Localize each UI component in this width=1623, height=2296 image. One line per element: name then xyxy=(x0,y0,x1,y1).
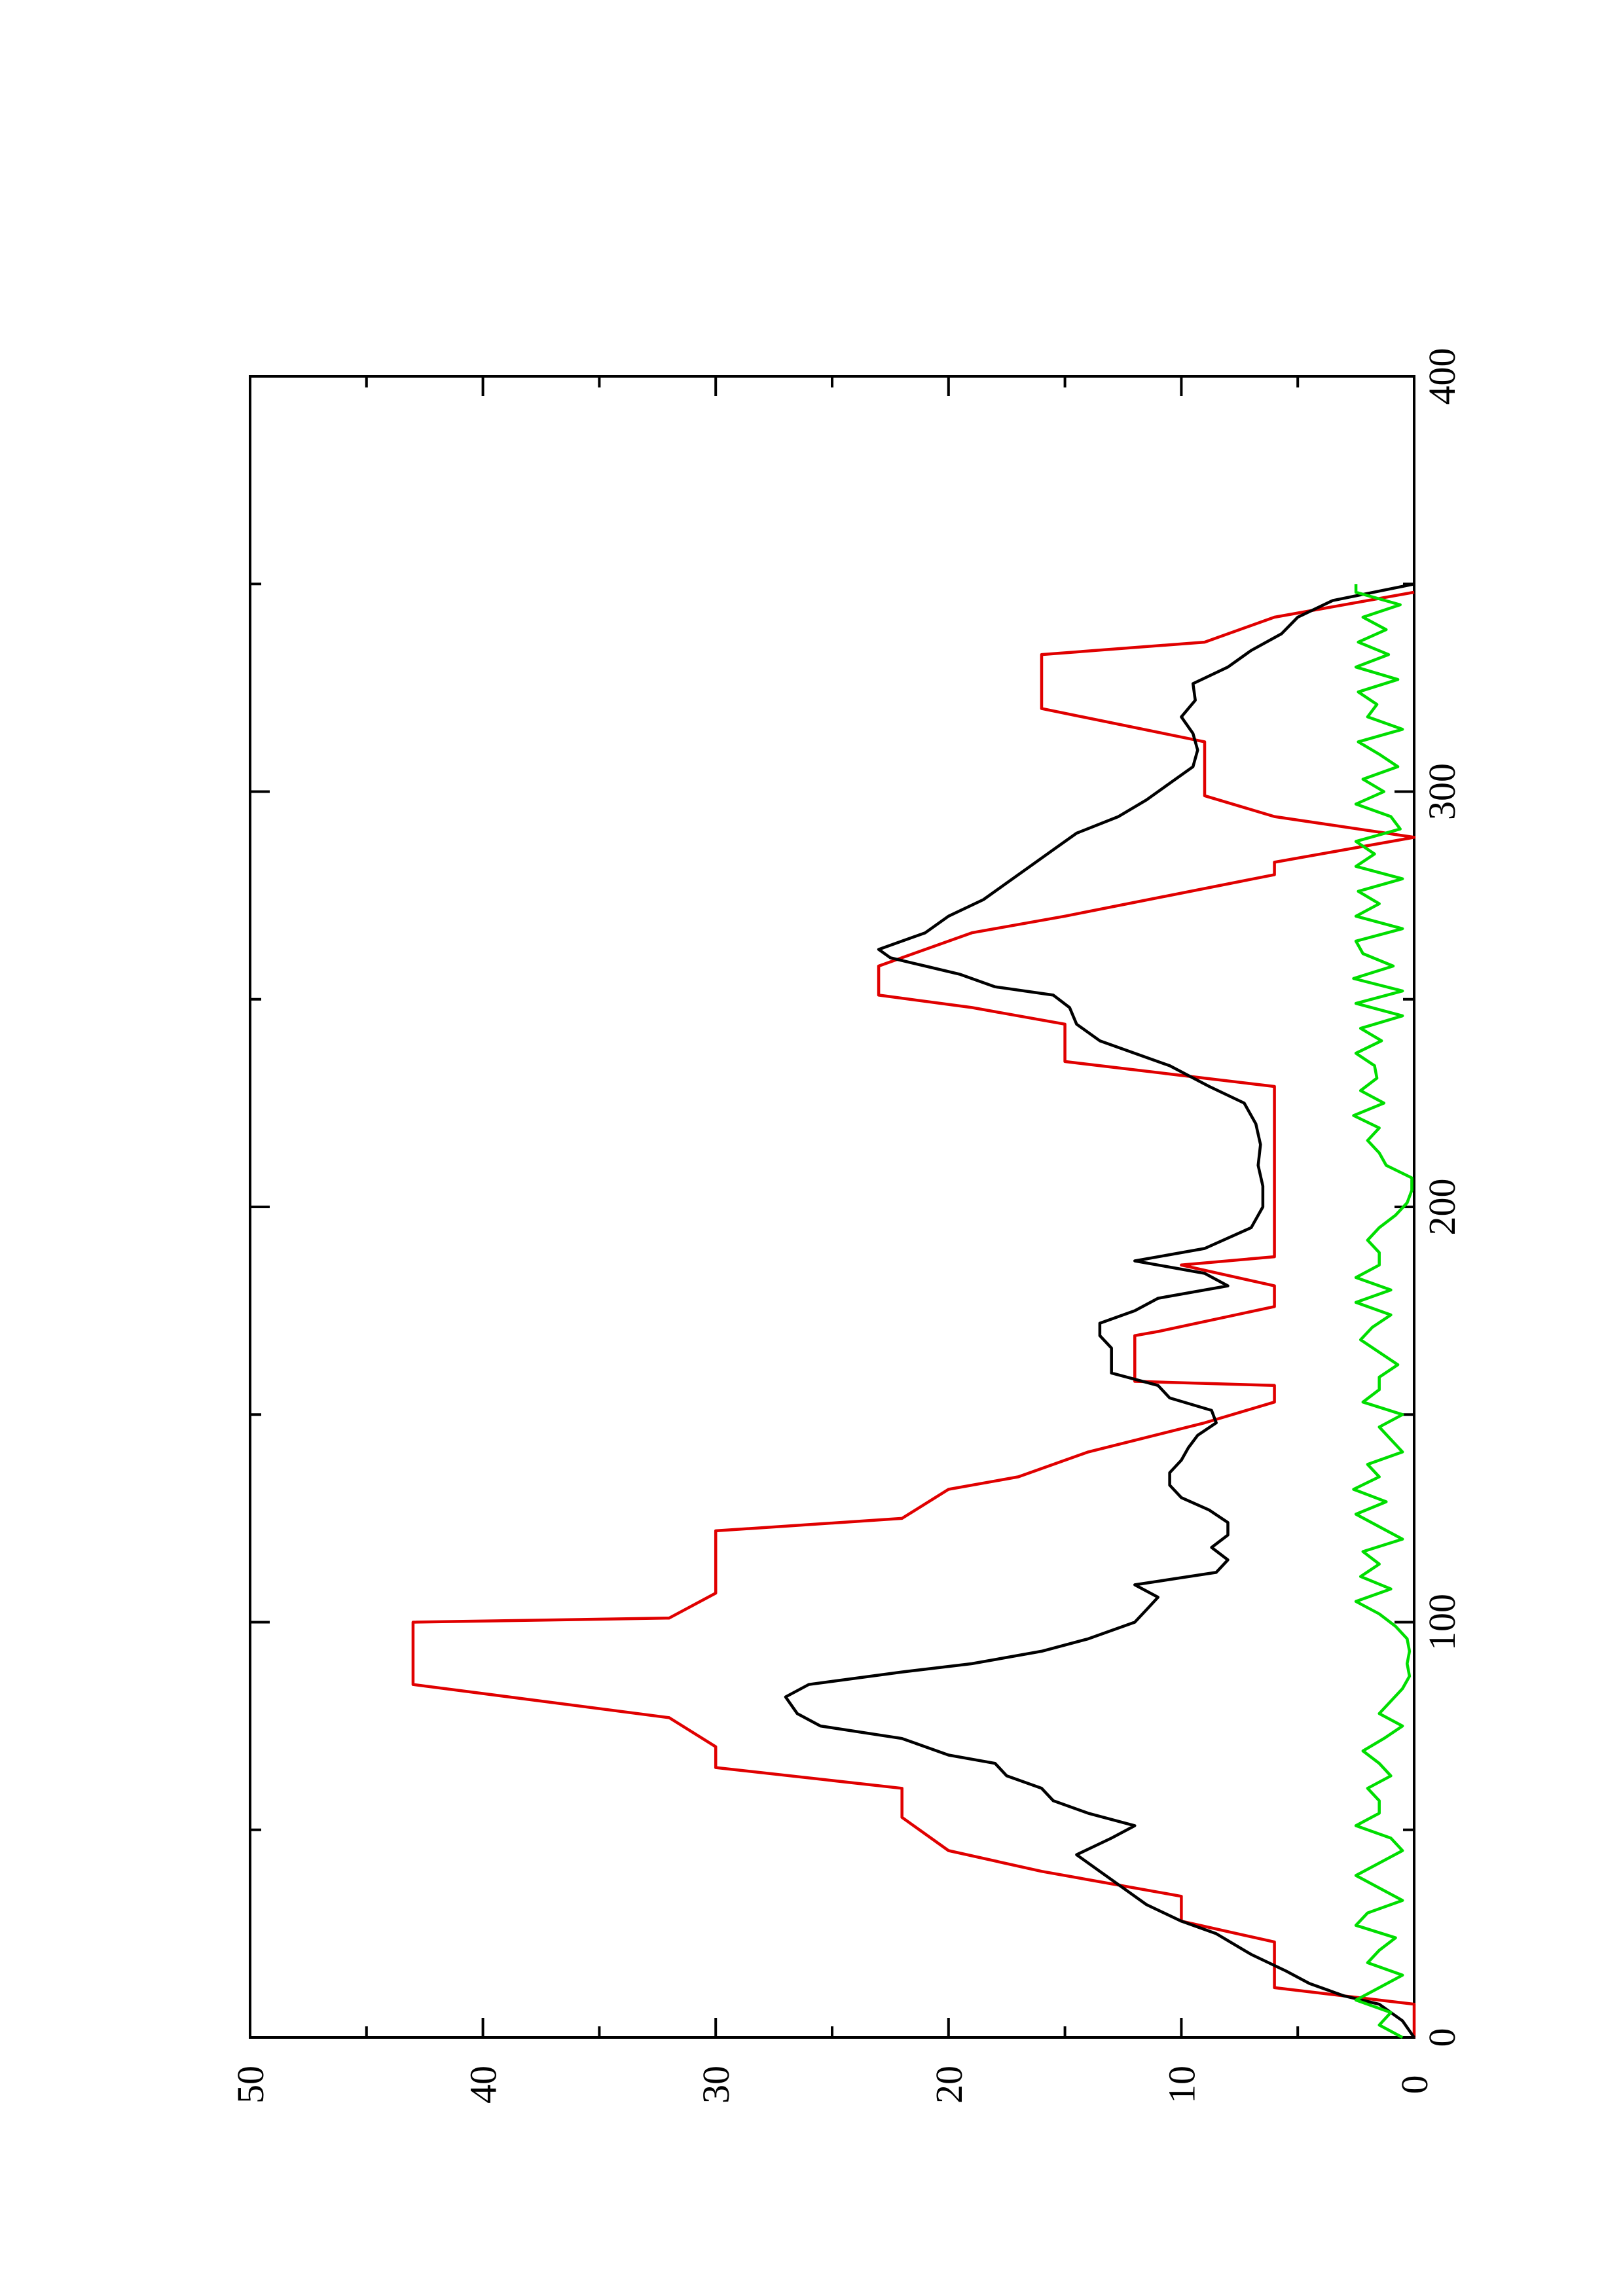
series-line-black xyxy=(784,583,1415,2039)
x-tick-label: 0 xyxy=(1421,2028,1463,2047)
y-tick-label: 10 xyxy=(1160,2066,1203,2104)
x-tick-label: 400 xyxy=(1421,348,1463,405)
y-tick-label: 50 xyxy=(229,2066,272,2104)
plot-frame xyxy=(249,375,1415,2039)
x-tick-label: 100 xyxy=(1421,1594,1463,1651)
y-tick-label: 20 xyxy=(928,2066,970,2104)
axis-ticks xyxy=(250,376,1414,2037)
y-tick-label: 30 xyxy=(695,2066,737,2104)
series-group xyxy=(411,583,1416,2039)
series-line-green xyxy=(1352,584,1413,2039)
x-tick-label: 300 xyxy=(1421,763,1463,820)
x-tick-label: 200 xyxy=(1421,1179,1463,1236)
y-tick-label: 0 xyxy=(1393,2075,1436,2094)
series-line-red xyxy=(411,590,1416,2037)
y-tick-label: 40 xyxy=(462,2066,505,2104)
axis-tick-labels: 0 100 200 300 400 0 10 20 30 40 50 xyxy=(229,348,1463,2104)
